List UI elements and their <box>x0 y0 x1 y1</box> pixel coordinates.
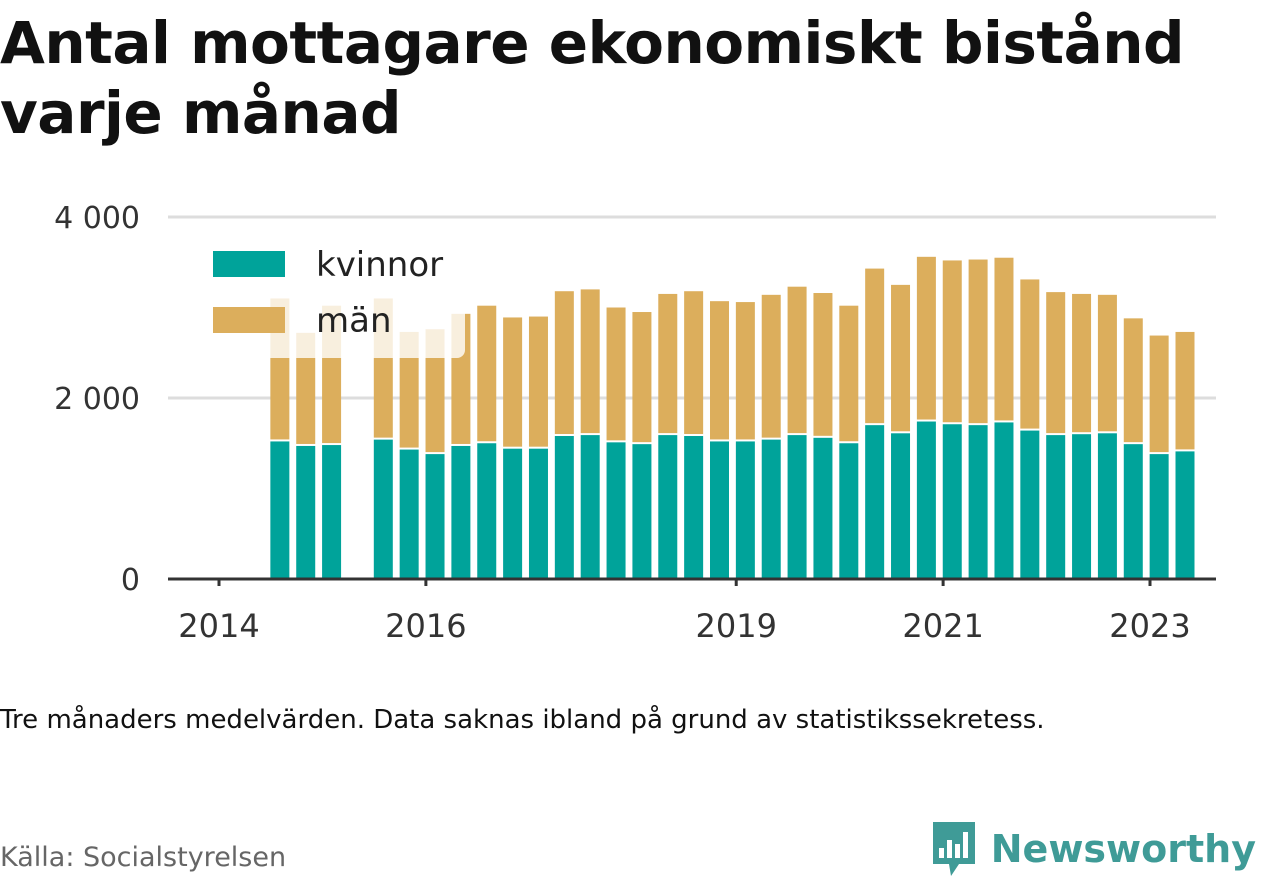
bar-man <box>1072 293 1092 433</box>
bar-man <box>761 294 781 438</box>
x-tick-label: 2016 <box>385 607 466 645</box>
bar-man <box>1149 335 1169 453</box>
brand-name: Newsworthy <box>990 827 1256 871</box>
bar-kvinnor <box>761 439 781 579</box>
bar-man <box>1046 292 1066 434</box>
bar-man <box>994 257 1014 421</box>
bar-man <box>296 332 316 444</box>
chart-note: Tre månaders medelvärden. Data saknas ib… <box>0 705 1045 735</box>
bar-kvinnor <box>632 444 652 579</box>
bar-man <box>477 305 497 442</box>
bar-man <box>580 289 600 434</box>
bar-kvinnor <box>399 449 419 579</box>
bar-kvinnor <box>1072 434 1092 579</box>
bar-man <box>813 293 833 436</box>
bar-man <box>425 329 445 453</box>
legend-label: män <box>316 301 392 341</box>
bar-kvinnor <box>322 445 342 579</box>
brand-logo: Newsworthy <box>929 820 1256 878</box>
bar-man <box>968 259 988 424</box>
bar-kvinnor <box>968 425 988 579</box>
x-tick-label: 2021 <box>902 607 983 645</box>
bar-kvinnor <box>735 441 755 579</box>
bar-kvinnor <box>787 435 807 579</box>
legend: kvinnor män <box>200 240 465 358</box>
bar-kvinnor <box>373 439 393 579</box>
chart-title: Antal mottagare ekonomiskt bistånd varje… <box>0 9 1185 147</box>
bar-kvinnor <box>994 422 1014 579</box>
bar-kvinnor <box>606 442 626 579</box>
bar-kvinnor <box>425 454 445 579</box>
bar-man <box>787 286 807 434</box>
bar-kvinnor <box>710 441 729 579</box>
bar-man <box>839 305 859 442</box>
bar-kvinnor <box>296 445 316 579</box>
bar-man <box>710 301 729 440</box>
bar-man <box>735 302 755 440</box>
bar-man <box>399 331 419 448</box>
newsworthy-icon <box>932 822 975 876</box>
bar-kvinnor <box>477 443 497 579</box>
legend-label: kvinnor <box>316 245 443 285</box>
bar-kvinnor <box>451 445 471 579</box>
y-axis: 0 2 000 4 000 <box>54 201 140 598</box>
bar-kvinnor <box>1020 430 1040 579</box>
bar-kvinnor <box>1175 451 1195 579</box>
bar-kvinnor <box>839 443 859 579</box>
source-label: Källa: Socialstyrelsen <box>0 842 287 873</box>
bar-man <box>1097 294 1117 432</box>
bar-kvinnor <box>942 424 962 579</box>
bar-man <box>554 291 574 435</box>
bar-kvinnor <box>891 433 911 579</box>
bar-man <box>503 317 523 447</box>
bar-kvinnor <box>684 436 704 579</box>
bar-kvinnor <box>1097 433 1117 579</box>
legend-swatch <box>213 251 285 277</box>
bar-kvinnor <box>1046 435 1066 579</box>
x-tick-label: 2019 <box>696 607 777 645</box>
bar-man <box>528 316 548 447</box>
chart-area: 2014 2016 2019 2021 2023 0 2 000 4 000 kvinnor… <box>54 201 1216 645</box>
y-tick-label: 4 000 <box>54 201 140 236</box>
bar-kvinnor <box>916 421 936 579</box>
bar-man <box>684 291 704 435</box>
bar-kvinnor <box>270 441 290 579</box>
bar-man <box>658 293 678 434</box>
bar-man <box>942 260 962 423</box>
bar-man <box>916 256 936 420</box>
bar-man <box>865 268 885 424</box>
bar-kvinnor <box>865 425 885 579</box>
bar-kvinnor <box>658 435 678 579</box>
bar-man <box>1020 279 1040 429</box>
bar-kvinnor <box>813 437 833 579</box>
bar-kvinnor <box>503 448 523 579</box>
bar-man <box>1123 318 1143 443</box>
bar-man <box>632 312 652 443</box>
bar-man <box>1175 331 1195 450</box>
x-axis: 2014 2016 2019 2021 2023 <box>168 577 1216 645</box>
y-tick-label: 2 000 <box>54 382 140 417</box>
legend-swatch <box>213 307 285 333</box>
bar-man <box>606 307 626 441</box>
bar-kvinnor <box>528 448 548 579</box>
y-tick-label: 0 <box>121 563 140 598</box>
x-tick-label: 2023 <box>1109 607 1190 645</box>
bar-man <box>891 284 911 432</box>
bar-kvinnor <box>554 436 574 579</box>
bar-kvinnor <box>580 435 600 579</box>
x-tick-label: 2014 <box>178 607 259 645</box>
bar-kvinnor <box>1149 454 1169 579</box>
bar-kvinnor <box>1123 444 1143 579</box>
